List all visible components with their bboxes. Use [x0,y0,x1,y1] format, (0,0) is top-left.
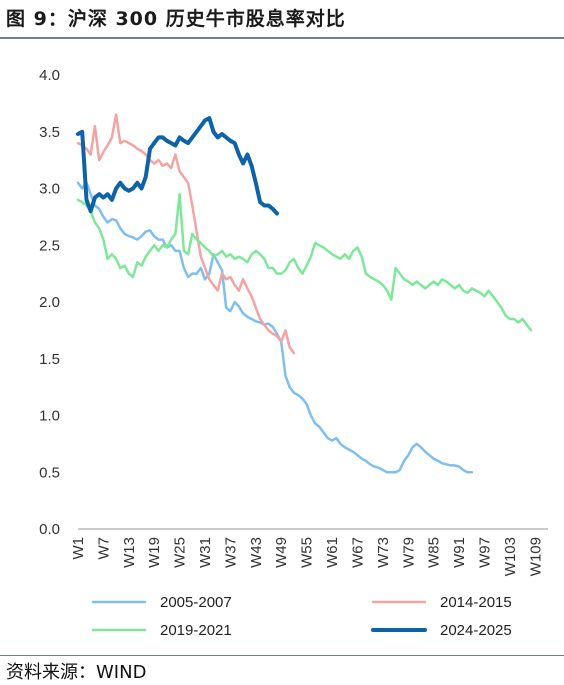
x-tick-label: W91 [451,537,468,568]
x-tick-label: W109 [527,537,544,576]
y-tick-label: 2.0 [39,294,60,311]
legend-label: 2024-2025 [440,622,512,639]
figure-title: 图 9：沪深 300 历史牛市股息率对比 [6,8,346,30]
series-line-2005-2007 [76,181,474,474]
y-tick-label: 0.5 [39,464,60,481]
y-tick-label: 0.0 [39,521,60,538]
x-tick-label: W31 [197,537,214,568]
chart-axes: 0.0 0.5 1.0 1.5 2.0 2.5 3.0 3.5 4.0 W1 W7 W13 W19 W25… [39,67,548,576]
legend-label: 2014-2015 [440,594,512,611]
x-tick-label: W49 [273,537,290,568]
dividend-yield-chart: 0.0 0.5 1.0 1.5 2.0 2.5 3.0 3.5 4.0 W1 W7 W13 W19 W25… [39,67,548,639]
source-note: 资料来源：WIND [6,662,147,683]
y-tick-label: 1.0 [39,408,60,425]
legend-label: 2005-2007 [160,594,232,611]
y-tick-label: 3.5 [39,124,60,141]
x-tick-label: W7 [95,537,112,560]
series-line-2019-2021 [76,192,533,332]
x-tick-label: W73 [375,537,392,568]
x-tick-label: W97 [476,537,493,568]
x-tick-label: W79 [400,537,417,568]
x-tick-label: W25 [172,537,189,568]
x-tick-label: W55 [299,537,316,568]
x-tick-label: W85 [426,537,443,568]
legend-label: 2019-2021 [160,622,232,639]
series-line-2014-2015 [76,113,296,355]
x-tick-label: W43 [248,537,265,568]
x-tick-label: W37 [222,537,239,568]
bottom-rule [0,655,564,656]
series-line-2024-2025 [76,116,279,216]
chart-series-lines [76,113,533,474]
x-tick-label: W67 [349,537,366,568]
x-tick-label: W1 [70,537,87,560]
y-tick-label: 1.5 [39,351,60,368]
x-tick-label: W19 [146,537,163,568]
x-tick-label: W61 [324,537,341,568]
chart-legend: 2005-2007 2014-2015 2019-2021 2024-2025 [91,594,512,639]
y-tick-label: 2.5 [39,237,60,254]
title-rule [0,37,564,39]
x-tick-label: W103 [502,537,519,576]
y-tick-label: 4.0 [39,67,60,84]
y-tick-label: 3.0 [39,181,60,198]
x-tick-label: W13 [121,537,138,568]
